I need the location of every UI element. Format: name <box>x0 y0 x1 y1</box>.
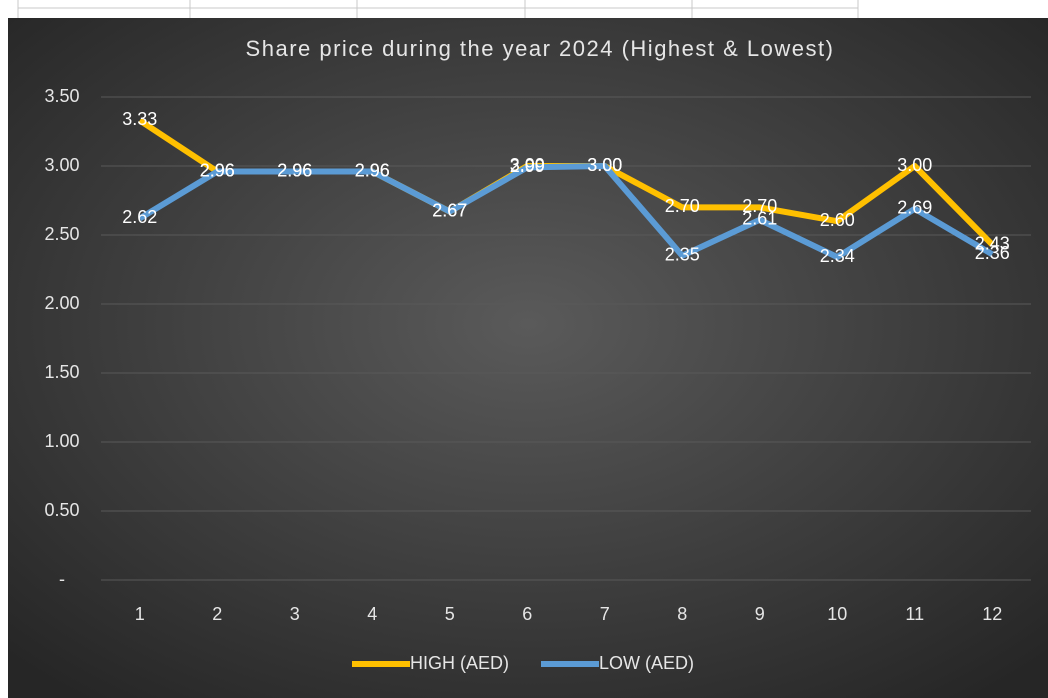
data-label: 2.96 <box>277 160 312 180</box>
x-tick-label: 10 <box>827 604 847 624</box>
data-label: 3.33 <box>122 109 157 129</box>
data-label: 2.67 <box>432 200 467 220</box>
data-label: 2.43 <box>975 233 1010 253</box>
y-tick-label: 2.00 <box>44 293 79 313</box>
x-tick-label: 4 <box>367 604 377 624</box>
y-tick-label: 2.50 <box>44 224 79 244</box>
x-tick-label: 11 <box>905 604 924 624</box>
sheet-strip <box>0 0 1048 18</box>
chart-title: Share price during the year 2024 (Highes… <box>246 36 835 61</box>
data-label: 3.00 <box>897 155 932 175</box>
x-tick-label: 6 <box>522 604 532 624</box>
data-label: 3.00 <box>510 155 545 175</box>
data-label: 2.62 <box>122 207 157 227</box>
data-label: 2.96 <box>200 160 235 180</box>
legend-label: HIGH (AED) <box>410 653 509 673</box>
x-tick-label: 8 <box>677 604 687 624</box>
line-series <box>138 163 994 261</box>
chart-background <box>8 18 1048 698</box>
legend-label: LOW (AED) <box>599 653 694 673</box>
data-label: 2.34 <box>820 246 855 266</box>
sheet-cells <box>17 0 859 18</box>
y-tick-label: 3.50 <box>44 86 79 106</box>
x-tick-label: 12 <box>982 604 1002 624</box>
data-label: 2.96 <box>355 160 390 180</box>
data-label: 2.96 <box>277 160 312 180</box>
data-label: 2.70 <box>665 196 700 216</box>
x-tick-label: 5 <box>445 604 455 624</box>
data-label: 2.96 <box>355 160 390 180</box>
data-label: 2.99 <box>510 156 545 176</box>
data-label: 2.36 <box>975 243 1010 263</box>
data-label: 2.70 <box>742 196 777 216</box>
x-tick-label: 1 <box>135 604 145 624</box>
data-label: 2.69 <box>897 198 932 218</box>
x-tick-label: 2 <box>212 604 222 624</box>
data-label: 3.00 <box>587 155 622 175</box>
data-label: 2.96 <box>200 160 235 180</box>
y-tick-label: 1.50 <box>44 362 79 382</box>
data-label: 2.35 <box>665 244 700 264</box>
data-label: 2.67 <box>432 200 467 220</box>
y-tick-label: 0.50 <box>44 500 79 520</box>
x-tick-label: 7 <box>600 604 610 624</box>
x-tick-label: 3 <box>290 604 300 624</box>
y-tick-label: 1.00 <box>44 431 79 451</box>
data-label: 3.00 <box>587 155 622 175</box>
data-label: 2.60 <box>820 210 855 230</box>
x-tick-label: 9 <box>755 604 765 624</box>
y-tick-label: - <box>59 569 65 589</box>
data-label: 2.61 <box>742 209 777 229</box>
y-tick-label: 3.00 <box>44 155 79 175</box>
